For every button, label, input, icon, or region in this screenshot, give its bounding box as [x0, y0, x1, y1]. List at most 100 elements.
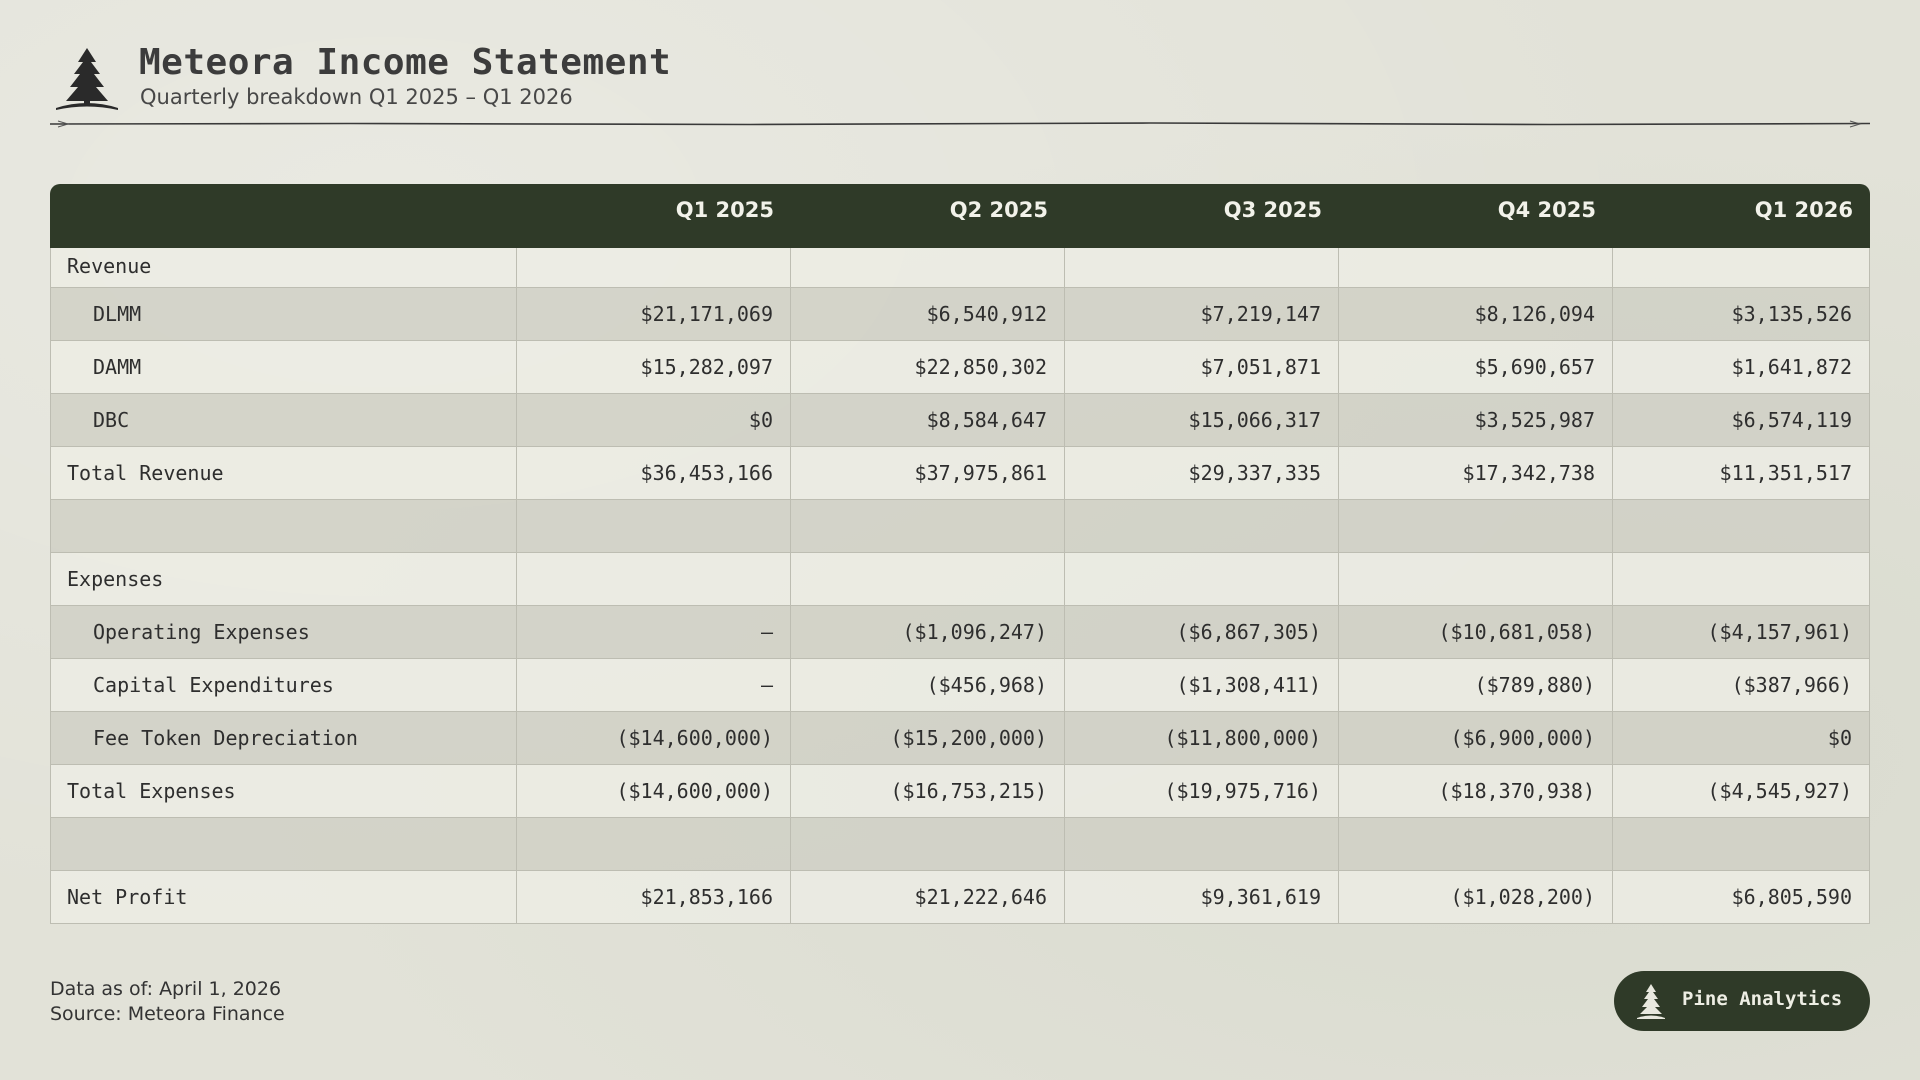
table-row-net-profit: Net Profit $21,853,166 $21,222,646 $9,36… [50, 871, 1870, 924]
table-cell: ($14,600,000) [517, 765, 791, 818]
table-cell [1613, 553, 1870, 606]
badge-label: Pine Analytics [1682, 988, 1843, 1010]
pine-tree-icon [1637, 984, 1665, 1019]
table-cell: $1,641,872 [1613, 341, 1870, 394]
source-text: Source: Meteora Finance [50, 1003, 285, 1025]
table-cell: ($10,681,058) [1339, 606, 1613, 659]
table-cell [517, 248, 791, 288]
table-row-fee-token-depreciation: Fee Token Depreciation ($14,600,000) ($1… [50, 712, 1870, 765]
table-cell [1613, 818, 1870, 871]
table-cell: ($6,867,305) [1065, 606, 1339, 659]
table-cell [517, 553, 791, 606]
pine-tree-icon [56, 48, 118, 110]
table-cell: $29,337,335 [1065, 447, 1339, 500]
table-cell [1339, 248, 1613, 288]
page-title: Meteora Income Statement [139, 42, 672, 83]
table-cell: $37,975,861 [791, 447, 1065, 500]
page-subtitle: Quarterly breakdown Q1 2025 – Q1 2026 [140, 85, 573, 109]
column-header-q1-2026: Q1 2026 [1613, 184, 1870, 248]
table-cell [791, 500, 1065, 553]
table-cell: $6,805,590 [1613, 871, 1870, 924]
column-header-q4-2025: Q4 2025 [1339, 184, 1613, 248]
row-label: Total Revenue [50, 447, 517, 500]
table-cell: ($456,968) [791, 659, 1065, 712]
table-cell: $6,574,119 [1613, 394, 1870, 447]
table-cell: $3,135,526 [1613, 288, 1870, 341]
table-cell [517, 500, 791, 553]
table-cell: $15,066,317 [1065, 394, 1339, 447]
table-cell: $3,525,987 [1339, 394, 1613, 447]
table-cell: $22,850,302 [791, 341, 1065, 394]
table-cell: $0 [517, 394, 791, 447]
column-header-q2-2025: Q2 2025 [791, 184, 1065, 248]
table-cell: – [517, 659, 791, 712]
row-label: DBC [50, 394, 517, 447]
table-cell: ($11,800,000) [1065, 712, 1339, 765]
table-cell [1339, 500, 1613, 553]
table-row-damm: DAMM $15,282,097 $22,850,302 $7,051,871 … [50, 341, 1870, 394]
footer-note: Data as of: April 1, 2026 Source: Meteor… [50, 977, 285, 1027]
row-label: Capital Expenditures [50, 659, 517, 712]
table-cell [1065, 818, 1339, 871]
table-row-dlmm: DLMM $21,171,069 $6,540,912 $7,219,147 $… [50, 288, 1870, 341]
table-cell: $17,342,738 [1339, 447, 1613, 500]
row-label [50, 818, 517, 871]
table-cell: ($15,200,000) [791, 712, 1065, 765]
table-cell: ($16,753,215) [791, 765, 1065, 818]
row-label: Total Expenses [50, 765, 517, 818]
table-cell [1065, 248, 1339, 288]
table-cell: $0 [1613, 712, 1870, 765]
table-cell: $11,351,517 [1613, 447, 1870, 500]
table-row-total-expenses: Total Expenses ($14,600,000) ($16,753,21… [50, 765, 1870, 818]
table-cell: $36,453,166 [517, 447, 791, 500]
table-cell [517, 818, 791, 871]
table-cell: – [517, 606, 791, 659]
table-cell: ($14,600,000) [517, 712, 791, 765]
table-cell: $15,282,097 [517, 341, 791, 394]
table-cell: ($19,975,716) [1065, 765, 1339, 818]
table-cell: $6,540,912 [791, 288, 1065, 341]
table-cell: $9,361,619 [1065, 871, 1339, 924]
row-label [50, 500, 517, 553]
table-cell: ($4,545,927) [1613, 765, 1870, 818]
table-cell [1065, 553, 1339, 606]
row-label: DAMM [50, 341, 517, 394]
income-statement-table: Q1 2025 Q2 2025 Q3 2025 Q4 2025 Q1 2026 … [50, 184, 1870, 924]
table-cell: $21,171,069 [517, 288, 791, 341]
row-label: Operating Expenses [50, 606, 517, 659]
table-cell: $7,051,871 [1065, 341, 1339, 394]
table-cell: $8,584,647 [791, 394, 1065, 447]
table-cell [1613, 500, 1870, 553]
table-cell [791, 818, 1065, 871]
table-row-expenses: Expenses [50, 553, 1870, 606]
table-cell: ($1,028,200) [1339, 871, 1613, 924]
table-cell: $21,853,166 [517, 871, 791, 924]
table-row-spacer [50, 500, 1870, 553]
row-label: Revenue [50, 248, 517, 288]
pine-analytics-badge[interactable]: Pine Analytics [1614, 971, 1870, 1031]
table-row-revenue: Revenue [50, 248, 1870, 288]
table-cell: $7,219,147 [1065, 288, 1339, 341]
table-row-dbc: DBC $0 $8,584,647 $15,066,317 $3,525,987… [50, 394, 1870, 447]
column-header-q1-2025: Q1 2025 [517, 184, 791, 248]
row-label: Net Profit [50, 871, 517, 924]
table-cell: ($18,370,938) [1339, 765, 1613, 818]
table-cell [1339, 818, 1613, 871]
table-cell [1339, 553, 1613, 606]
table-cell [791, 553, 1065, 606]
table-row-capital-expenditures: Capital Expenditures – ($456,968) ($1,30… [50, 659, 1870, 712]
table-cell: ($387,966) [1613, 659, 1870, 712]
table-cell: ($1,308,411) [1065, 659, 1339, 712]
table-cell: ($789,880) [1339, 659, 1613, 712]
column-header-q3-2025: Q3 2025 [1065, 184, 1339, 248]
table-cell: ($4,157,961) [1613, 606, 1870, 659]
column-header-label [50, 184, 517, 248]
row-label: DLMM [50, 288, 517, 341]
table-row-operating-expenses: Operating Expenses – ($1,096,247) ($6,86… [50, 606, 1870, 659]
row-label: Expenses [50, 553, 517, 606]
table-cell [1065, 500, 1339, 553]
table-cell: ($6,900,000) [1339, 712, 1613, 765]
table-cell: $21,222,646 [791, 871, 1065, 924]
table-header-row: Q1 2025 Q2 2025 Q3 2025 Q4 2025 Q1 2026 [50, 184, 1870, 248]
table-cell [1613, 248, 1870, 288]
